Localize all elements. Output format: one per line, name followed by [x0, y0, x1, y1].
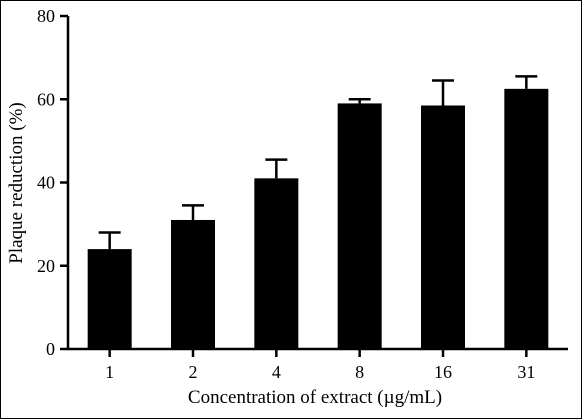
bars: [87, 88, 549, 350]
y-tick-label: 60: [37, 89, 55, 109]
x-tick-label: 16: [434, 362, 452, 382]
y-tick-label: 80: [37, 6, 55, 26]
x-tick-label: 4: [272, 362, 281, 382]
bar: [171, 219, 215, 349]
error-bars: [98, 75, 538, 250]
bar: [87, 249, 132, 349]
x-axis-title: Concentration of extract (µg/mL): [188, 387, 442, 408]
axes: [66, 16, 568, 351]
bar: [421, 105, 465, 350]
x-tick-label: 8: [355, 362, 364, 382]
x-ticks: 1 2 4 8 16 31: [105, 349, 535, 382]
y-axis-title: Plaque reduction (%): [6, 102, 27, 263]
bar: [504, 88, 549, 349]
x-tick-label: 1: [105, 362, 114, 382]
bar: [254, 178, 299, 349]
bar: [337, 103, 382, 349]
y-ticks: 0 20 40 60 80: [37, 6, 68, 359]
y-tick-label: 20: [37, 256, 55, 276]
x-tick-label: 2: [189, 362, 198, 382]
y-tick-label: 0: [46, 339, 55, 359]
y-tick-label: 40: [37, 173, 55, 193]
x-tick-label: 31: [517, 362, 535, 382]
